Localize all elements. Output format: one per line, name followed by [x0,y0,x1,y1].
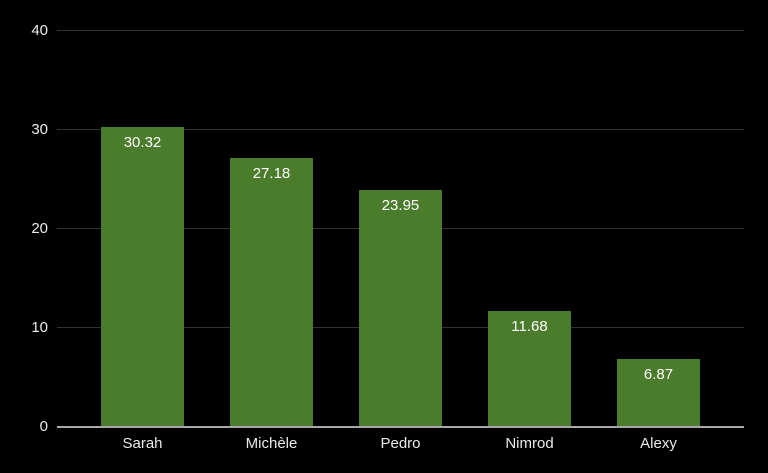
bar-nimrod[interactable]: 11.68 [488,311,571,427]
bar-value-label-nimrod: 11.68 [511,318,548,336]
gridline-40 [57,30,744,31]
bars-row: 30.32 27.18 23.95 11.68 6.87 [57,31,744,427]
bar-slot-pedro: 23.95 [336,31,465,427]
bar-slot-michèle: 27.18 [207,31,336,427]
bar-michèle[interactable]: 27.18 [230,157,313,427]
bar-value-label-pedro: 23.95 [381,196,420,214]
bar-sarah[interactable]: 30.32 [101,126,184,427]
x-tick-label-michèle: Michèle [245,435,298,452]
gridline-30 [57,129,744,130]
bar-slot-nimrod: 11.68 [465,31,594,427]
bar-value-label-michèle: 27.18 [252,164,291,182]
y-tick-label-10: 10 [31,319,48,336]
bar-slot-sarah: 30.32 [78,31,207,427]
bar-value-label-sarah: 30.32 [123,133,162,151]
x-axis-line [57,426,744,428]
y-tick-label-30: 30 [31,121,48,138]
x-tick-label-pedro: Pedro [380,435,421,452]
x-tick-label-alexy: Alexy [640,435,677,452]
bar-pedro[interactable]: 23.95 [359,189,442,427]
y-tick-label-20: 20 [31,220,48,237]
bar-alexy[interactable]: 6.87 [617,359,700,427]
bar-value-label-alexy: 6.87 [643,366,674,383]
x-tick-label-nimrod: Nimrod [505,435,554,452]
bar-slot-alexy: 6.87 [594,31,723,427]
x-axis-labels: Sarah Michèle Pedro Nimrod Alexy [57,435,744,453]
x-tick-label-sarah: Sarah [122,435,163,452]
y-tick-label-40: 40 [31,22,48,39]
plot-area: 30.32 27.18 23.95 11.68 6.87 [57,30,744,428]
y-tick-label-0: 0 [39,418,48,435]
